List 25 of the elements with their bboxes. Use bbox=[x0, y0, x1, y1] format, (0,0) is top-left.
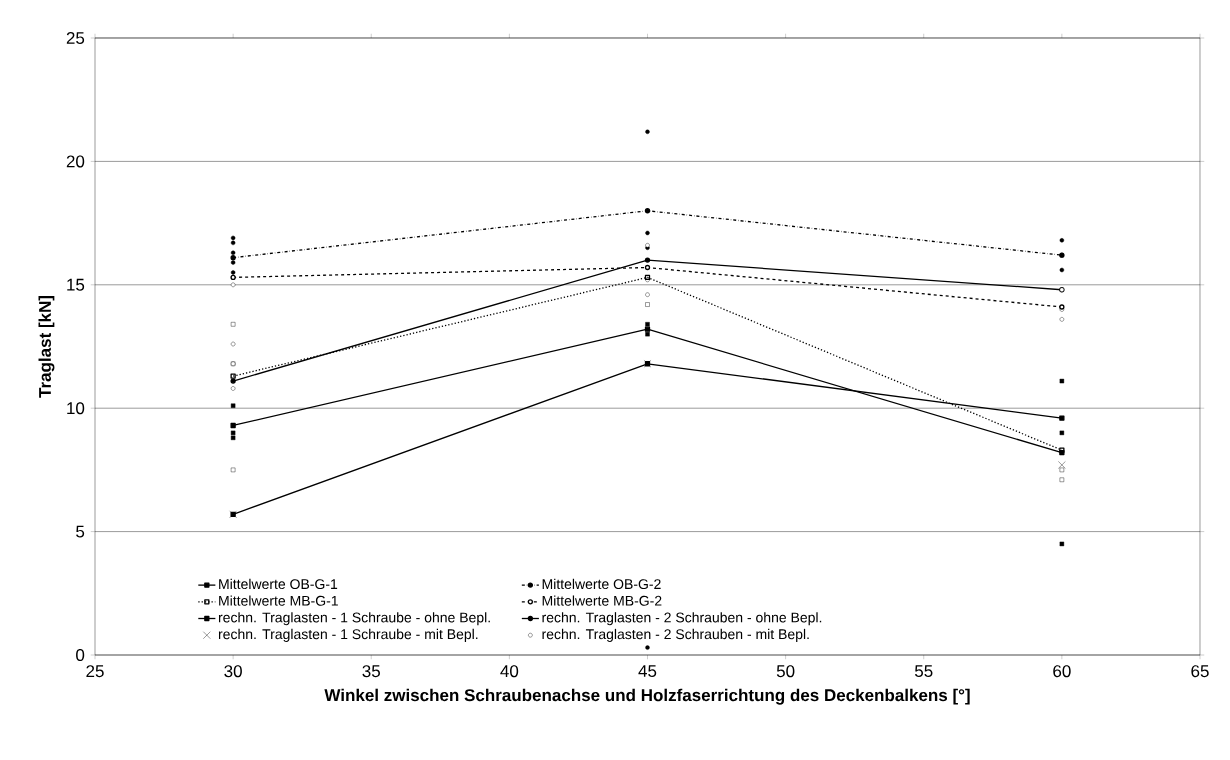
y-tick-label: 15 bbox=[67, 278, 85, 291]
y-tick-label: 10 bbox=[67, 402, 85, 415]
y-tick-label: 20 bbox=[66, 155, 85, 168]
legend-label: rechn. Traglasten - 2 Schrauben - mit Bepl. bbox=[542, 628, 809, 642]
legend-label: Mittelwerte MB-G-2 bbox=[542, 595, 662, 606]
x-tick-label: 65 bbox=[1191, 665, 1209, 678]
x-tick-label: 50 bbox=[776, 665, 795, 678]
y-tick-label: 5 bbox=[76, 525, 85, 538]
legend-label: rechn. Traglasten - 1 Schraube - ohne Bepl. bbox=[218, 612, 490, 626]
x-tick-label: 45 bbox=[638, 665, 657, 677]
legend-label: rechn. Traglasten - 2 Schrauben - ohne Bepl. bbox=[542, 612, 822, 626]
x-tick-label: 60 bbox=[1053, 665, 1071, 678]
x-tick-label: 35 bbox=[362, 665, 380, 678]
x-tick-label: 40 bbox=[500, 665, 519, 678]
y-tick-label: 25 bbox=[66, 31, 85, 45]
x-axis-title: Winkel zwischen Schraubenachse und Holzfaserrichtung des Deckenbalkens [°] bbox=[324, 688, 970, 705]
x-tick-label: 25 bbox=[86, 665, 104, 678]
x-tick-label: 30 bbox=[224, 665, 242, 678]
legend-label: Mittelwerte OB-G-2 bbox=[542, 578, 661, 590]
legend-label: Mittelwerte MB-G-1 bbox=[219, 595, 338, 606]
legend-label: Mittelwerte OB-G-1 bbox=[219, 578, 338, 590]
x-tick-label: 55 bbox=[914, 665, 933, 677]
y-tick-label: 0 bbox=[76, 648, 85, 662]
y-axis-title: Traglast [kN] bbox=[38, 295, 55, 398]
legend-label: rechn. Traglasten - 1 Schraube - mit Bepl. bbox=[218, 628, 478, 642]
